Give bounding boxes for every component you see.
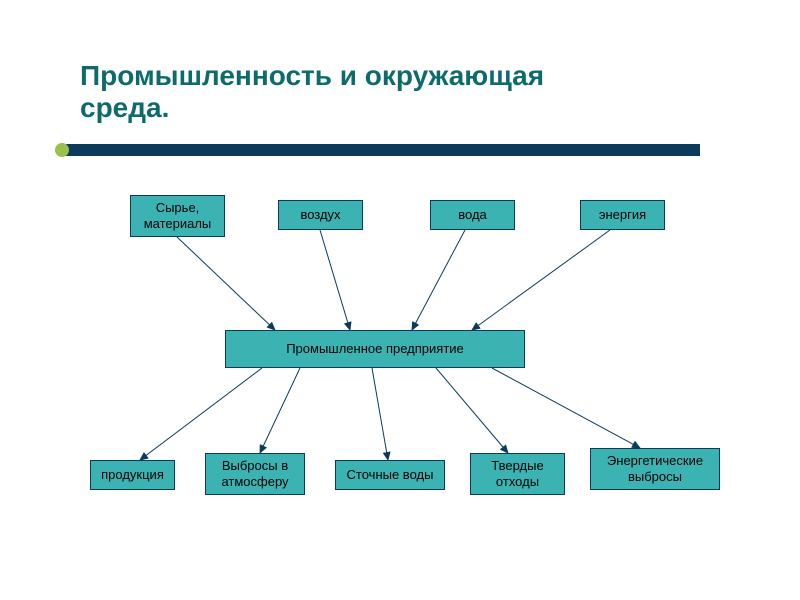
edge-plant-to-solid [436,368,508,453]
edge-energy-to-plant [472,230,610,330]
page-title: Промышленность и окружающая среда. [80,60,544,124]
node-plant: Промышленное предприятие [225,330,525,368]
node-sewage: Сточные воды [335,460,445,490]
node-solid: Твердыеотходы [470,453,565,495]
title-line1: Промышленность и окружающая [80,60,544,91]
edge-water-to-plant [412,230,465,330]
node-energy: энергия [580,200,665,230]
edge-air-to-plant [320,230,350,330]
title-underline-bar [60,144,700,156]
title-bar-dot [55,143,69,157]
node-water: вода [430,200,515,230]
edge-plant-to-en_out [492,368,640,448]
title-line2: среда. [80,92,169,123]
node-product: продукция [90,460,175,490]
node-air: воздух [278,200,363,230]
edge-plant-to-emis [260,368,300,453]
node-en_out: Энергетическиевыбросы [590,448,720,490]
node-raw: Сырье,материалы [130,195,225,237]
edge-raw-to-plant [177,237,275,330]
node-emis: Выбросы ватмосферу [205,453,305,495]
edge-plant-to-sewage [372,368,388,460]
edge-plant-to-product [140,368,262,460]
